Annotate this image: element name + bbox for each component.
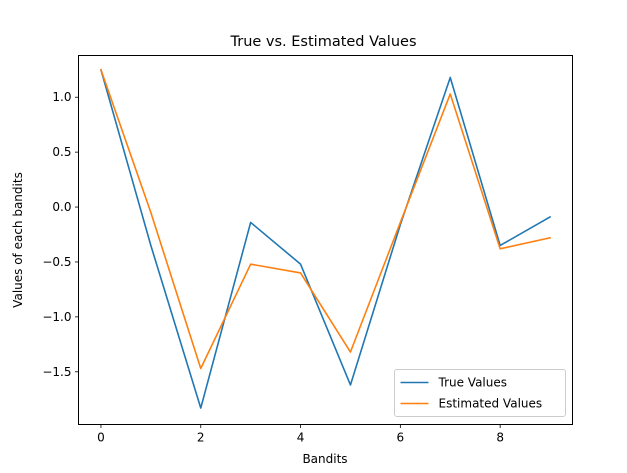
legend: True Values Estimated Values xyxy=(394,369,566,417)
plot-area xyxy=(99,68,552,409)
plot-frame xyxy=(78,55,573,425)
x-tick-label: 8 xyxy=(496,431,504,445)
y-tick-label: 1.0 xyxy=(52,90,71,104)
chart-title: True vs. Estimated Values xyxy=(230,34,417,50)
legend-box xyxy=(394,369,566,417)
x-tick-label: 4 xyxy=(297,431,305,445)
x-axis-title: Bandits xyxy=(302,452,347,466)
y-axis-title: Values of each bandits xyxy=(11,172,25,308)
series-line-true-values xyxy=(99,68,552,409)
y-tick-label: 0.0 xyxy=(52,200,71,214)
x-tick-label: 2 xyxy=(197,431,205,445)
legend-label: True Values xyxy=(438,376,508,390)
y-tick-label: −1.5 xyxy=(42,365,71,379)
legend-label: Estimated Values xyxy=(439,397,543,411)
y-tick-label: 0.5 xyxy=(52,145,71,159)
y-tick-label: −0.5 xyxy=(42,255,71,269)
series-line-estimated-values xyxy=(99,68,552,370)
x-tick-label: 0 xyxy=(97,431,105,445)
x-tick-label: 6 xyxy=(397,431,405,445)
y-tick-label: −1.0 xyxy=(42,310,71,324)
